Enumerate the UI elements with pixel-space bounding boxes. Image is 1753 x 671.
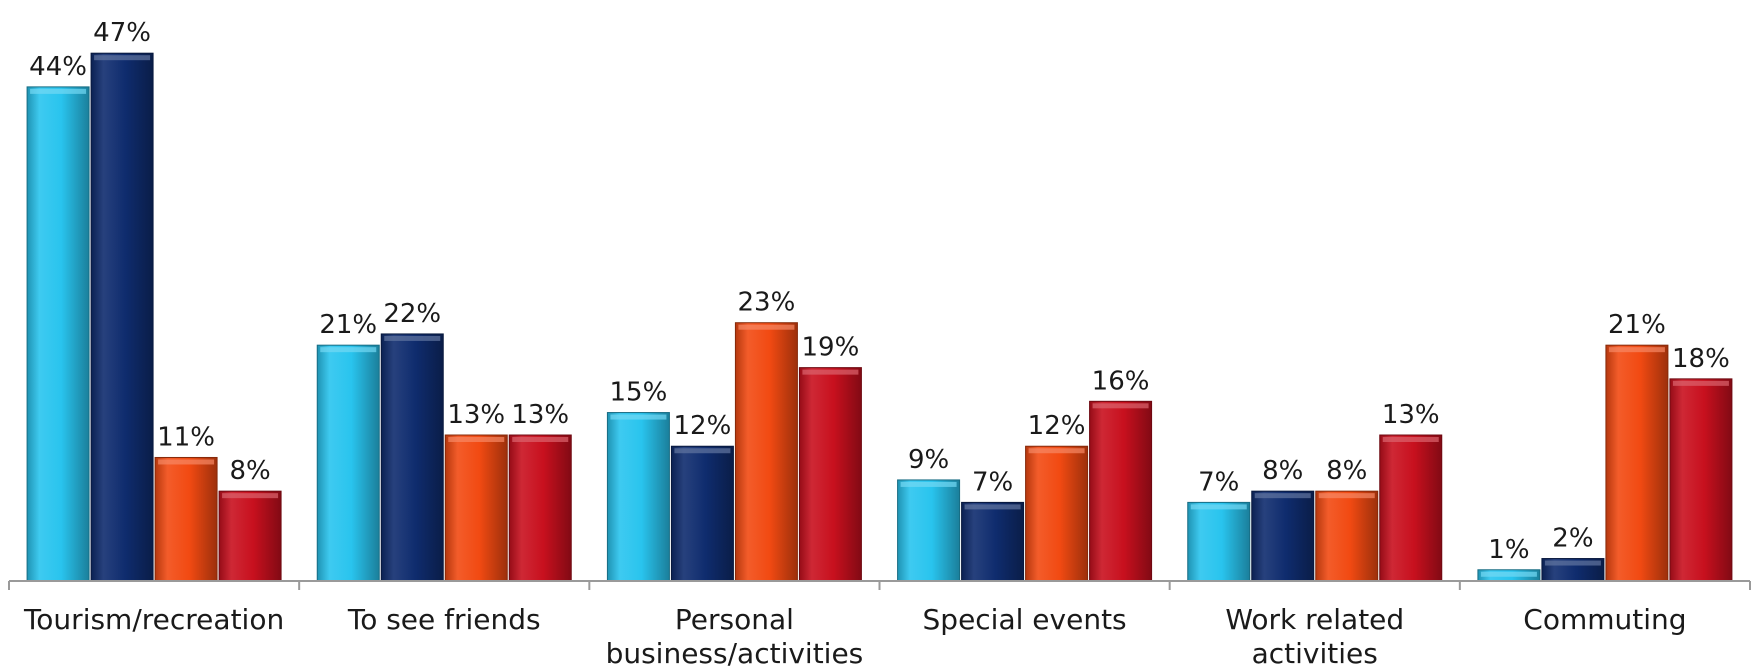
- bar-highlight: [1544, 560, 1601, 566]
- bar-highlight: [900, 481, 957, 487]
- category-labels: Tourism/recreation To see friends Personal…: [23, 603, 1687, 670]
- bar: [798, 367, 862, 582]
- category-label: Work related activities: [1225, 603, 1404, 670]
- bar-highlight: [1318, 493, 1375, 499]
- category-label: To see friends: [347, 603, 541, 636]
- bar: [1315, 490, 1379, 582]
- bar: [1379, 434, 1443, 582]
- category-label: Personal business/activities: [606, 603, 864, 670]
- value-label: 21%: [1608, 310, 1666, 340]
- value-label: 8%: [1326, 456, 1367, 486]
- bar-highlight: [1608, 347, 1665, 353]
- bar-highlight: [30, 88, 87, 94]
- bar-highlight: [512, 437, 569, 443]
- category-label-line: Commuting: [1523, 603, 1686, 636]
- bar-highlight: [964, 504, 1021, 510]
- bar-highlight: [1480, 571, 1537, 577]
- value-label: 23%: [738, 288, 796, 318]
- bar-highlight: [1190, 504, 1247, 510]
- bar: [606, 412, 670, 582]
- bar-highlight: [448, 437, 505, 443]
- bar: [218, 490, 282, 582]
- bar: [154, 456, 218, 582]
- bar: [1605, 344, 1669, 582]
- bar: [508, 434, 572, 582]
- bar-highlight: [1382, 437, 1439, 443]
- value-label: 18%: [1672, 344, 1730, 374]
- bar: [1187, 501, 1251, 582]
- category-label-line: Tourism/recreation: [23, 603, 284, 636]
- category-label-line: activities: [1252, 637, 1378, 670]
- bar: [1669, 378, 1733, 582]
- value-label: 11%: [157, 422, 215, 452]
- category-label-line: To see friends: [347, 603, 541, 636]
- category-label: Tourism/recreation: [23, 603, 284, 636]
- value-label: 7%: [1198, 467, 1239, 497]
- bar: [444, 434, 508, 582]
- value-label: 12%: [1028, 411, 1086, 441]
- value-label: 15%: [610, 378, 668, 408]
- bar: [897, 479, 961, 582]
- category-label-line: Personal: [675, 603, 794, 636]
- bar: [961, 501, 1025, 582]
- bar: [670, 445, 734, 582]
- category-label-line: Special events: [923, 603, 1127, 636]
- bar: [316, 344, 380, 582]
- value-labels: 44%47%11%8%21% 22%13% 13%15%12%23%19%9%7%1…: [29, 18, 1730, 565]
- bar-highlight: [1254, 493, 1311, 499]
- value-label: 16%: [1092, 366, 1150, 396]
- value-label: 9%: [908, 445, 949, 475]
- value-label: 21%: [319, 310, 377, 340]
- x-axis: [8, 580, 1751, 590]
- category-label-line: business/activities: [606, 637, 864, 670]
- bar-highlight: [738, 324, 795, 330]
- bar-highlight: [320, 347, 377, 353]
- value-label: 13%: [447, 400, 505, 430]
- value-label: 44%: [29, 52, 87, 82]
- bar: [380, 333, 444, 582]
- value-label: 8%: [229, 456, 270, 486]
- bar-highlight: [158, 459, 215, 465]
- value-label: 13%: [511, 400, 569, 430]
- bar: [1251, 490, 1315, 582]
- bar: [1025, 445, 1089, 582]
- bar: [734, 322, 798, 582]
- bars-layer: [26, 52, 1733, 582]
- category-label-line: Work related: [1225, 603, 1404, 636]
- category-label: Special events: [923, 603, 1127, 636]
- bar: [1089, 400, 1153, 582]
- value-label: 13%: [1382, 400, 1440, 430]
- bar-highlight: [94, 55, 151, 61]
- value-label: 2%: [1552, 524, 1593, 554]
- bar-highlight: [674, 448, 731, 454]
- bar-highlight: [384, 335, 441, 341]
- bar: [90, 52, 154, 582]
- bar-highlight: [222, 493, 279, 499]
- category-label: Commuting: [1523, 603, 1686, 636]
- bar-highlight: [802, 369, 859, 375]
- value-label: 8%: [1262, 456, 1303, 486]
- bar-highlight: [1028, 448, 1085, 454]
- value-label: 22%: [383, 299, 441, 329]
- bar-highlight: [1672, 380, 1729, 386]
- bar: [26, 86, 90, 582]
- value-label: 1%: [1488, 535, 1529, 565]
- value-label: 47%: [93, 18, 151, 48]
- bar-highlight: [1092, 403, 1149, 409]
- value-label: 19%: [802, 333, 860, 363]
- bar-highlight: [610, 414, 667, 420]
- value-label: 7%: [972, 467, 1013, 497]
- value-label: 12%: [674, 411, 732, 441]
